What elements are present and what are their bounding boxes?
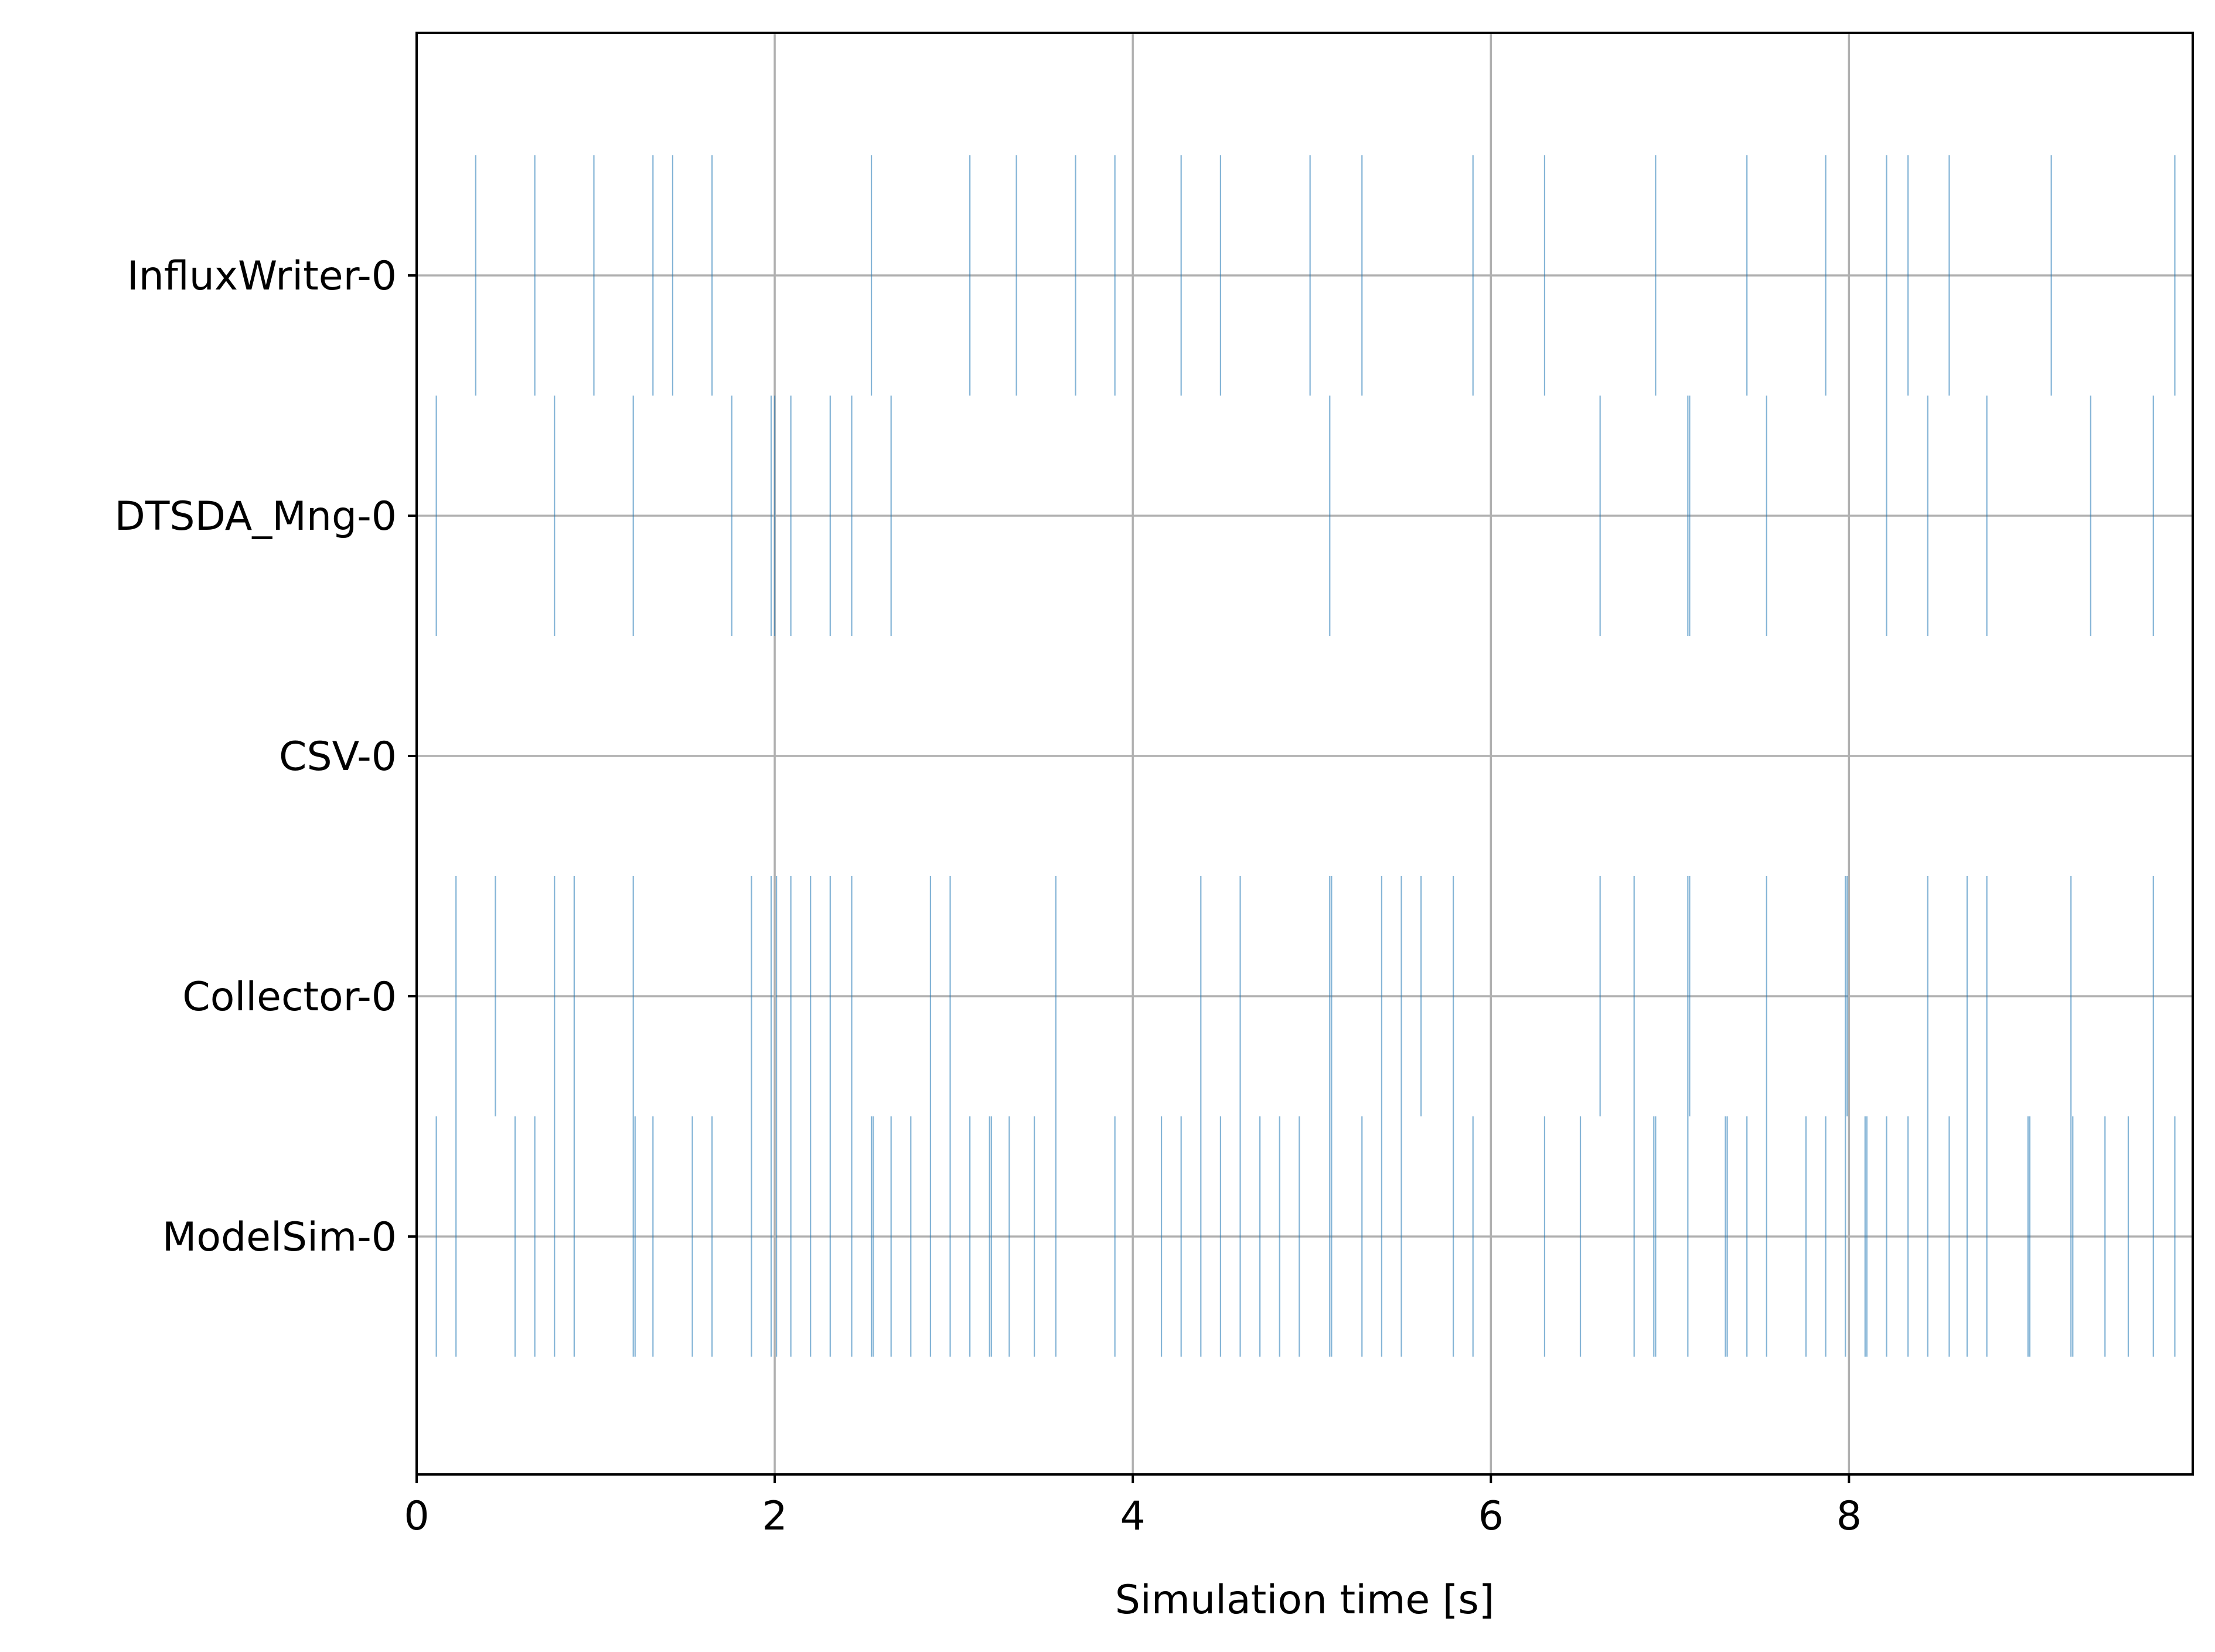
x-tick-label: 0 — [404, 1493, 429, 1539]
x-tick-label: 6 — [1478, 1493, 1504, 1539]
x-axis-label: Simulation time [s] — [1115, 1577, 1495, 1623]
y-tick-label: ModelSim-0 — [162, 1214, 397, 1261]
x-tick-label: 2 — [762, 1493, 787, 1539]
x-tick-label: 8 — [1836, 1493, 1862, 1539]
axis-ticks: 0 2 4 6 8 InfluxWriter-0 DTSDA_Mng-0 CSV-0 Colle… — [115, 253, 1862, 1539]
y-tick-label: InfluxWriter-0 — [127, 253, 397, 299]
y-tick-label: CSV-0 — [279, 734, 397, 780]
x-tick-label: 4 — [1120, 1493, 1146, 1539]
event-marks — [435, 155, 2176, 1357]
plot-frame — [415, 32, 2194, 1476]
y-tick-label: DTSDA_Mng-0 — [115, 493, 397, 540]
y-tick-label: Collector-0 — [182, 974, 397, 1020]
